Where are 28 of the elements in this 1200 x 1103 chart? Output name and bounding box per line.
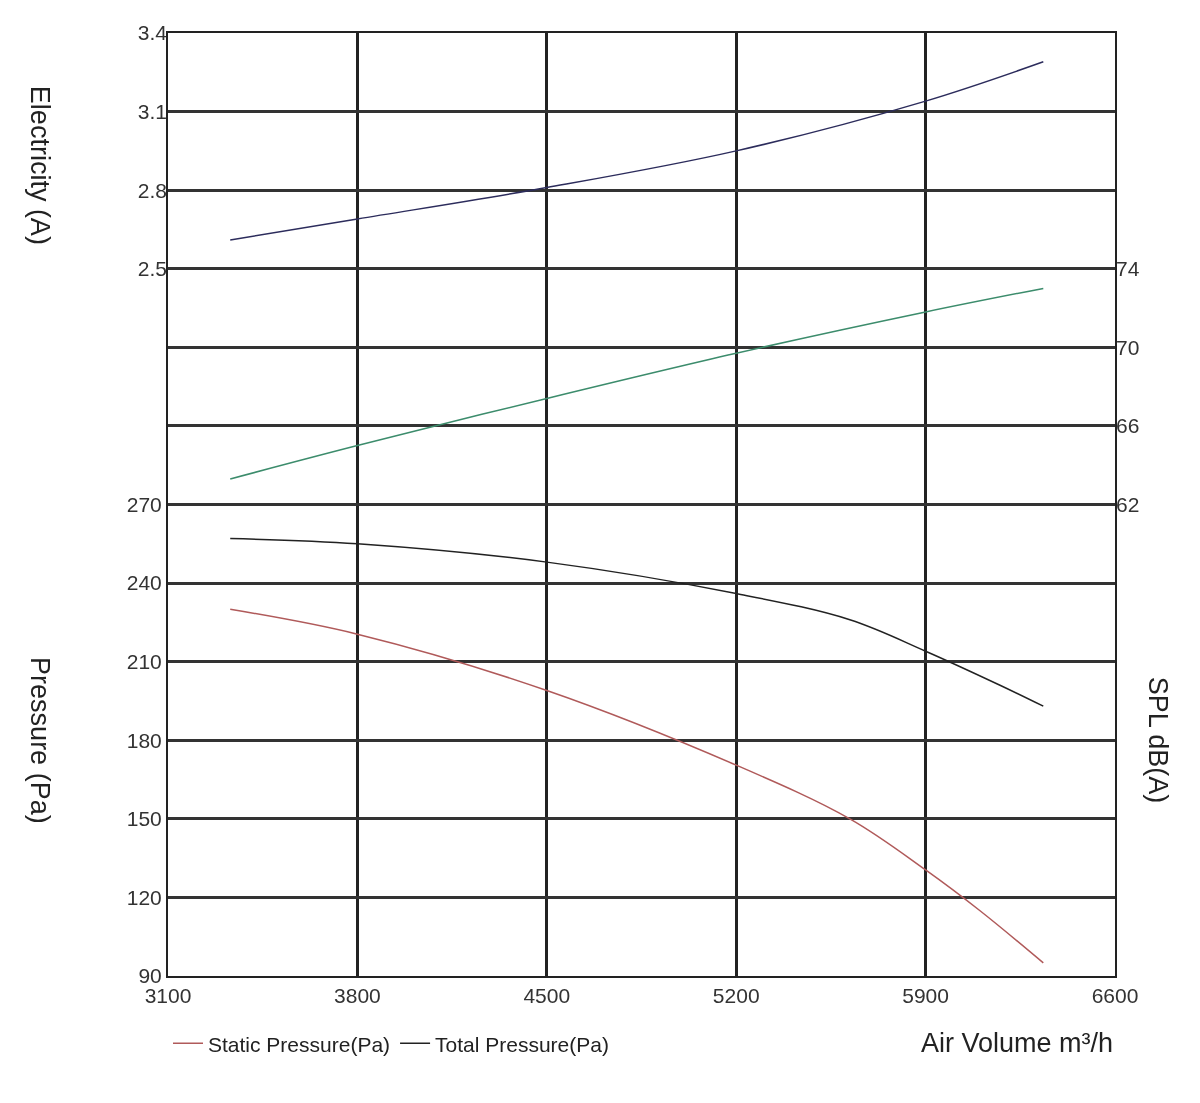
y2-tick-label: 74 <box>1116 257 1140 281</box>
y-axis-title: Pressure (Pa) <box>25 657 56 824</box>
y-tick-label: 270 <box>126 492 162 516</box>
legend-label: Static Pressure(Pa) <box>208 1032 391 1056</box>
x-tick-label: 6600 <box>1091 984 1139 1008</box>
x-tick-label: 5200 <box>712 984 760 1008</box>
y3-axis-title: Electricity (A) <box>25 85 56 245</box>
line-series <box>229 608 1045 964</box>
y-tick-label: 210 <box>126 650 162 674</box>
y-tick-label: 180 <box>126 728 162 752</box>
y-tick-label: 150 <box>126 807 162 831</box>
line-series <box>229 287 1045 480</box>
x-tick-label: 3800 <box>334 984 381 1008</box>
y3-tick-label: 2.5 <box>137 257 167 281</box>
y3-tick-label: 3.4 <box>137 21 168 45</box>
y2-axis-title: SPL dB(A) <box>1142 676 1173 804</box>
y3-tick-label: 3.1 <box>137 99 167 123</box>
x-tick-label: 4500 <box>523 984 571 1008</box>
x-tick-label: 5900 <box>902 984 949 1008</box>
y3-tick-label: 2.8 <box>137 178 167 202</box>
y2-tick-label: 66 <box>1116 414 1140 438</box>
y2-tick-label: 70 <box>1116 335 1140 359</box>
x-axis-title: Air Volume m³/h <box>921 1028 1114 1058</box>
y-tick-label: 120 <box>126 885 162 909</box>
y2-tick-label: 62 <box>1116 492 1140 516</box>
legend-label: Total Pressure(Pa) <box>435 1032 609 1056</box>
line-series <box>229 61 1045 241</box>
y-tick-label: 240 <box>126 571 162 595</box>
